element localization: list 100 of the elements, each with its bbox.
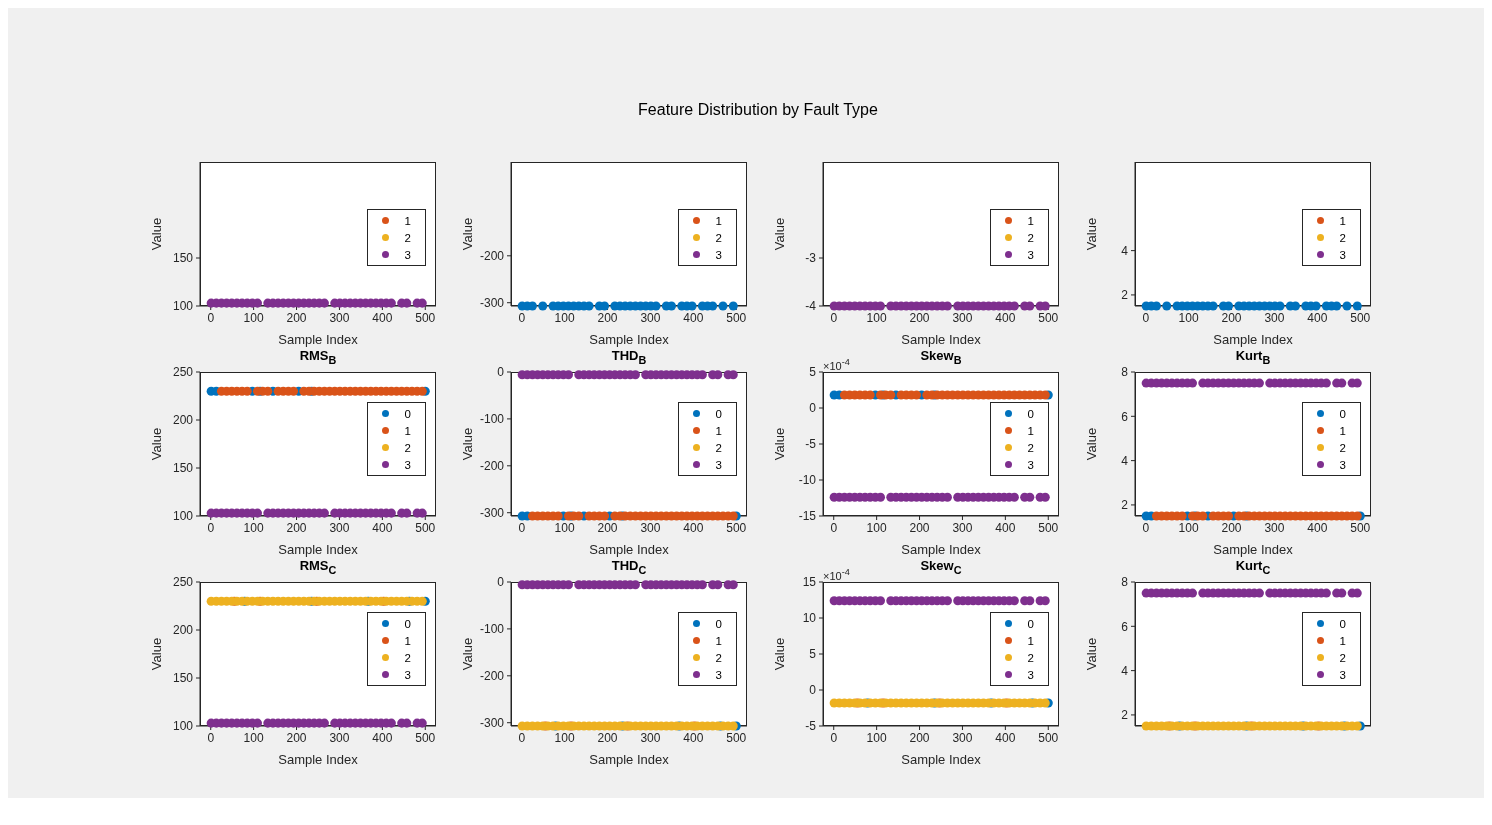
legend-label: 1	[715, 425, 722, 437]
legend-label: 3	[1027, 459, 1034, 471]
x-tick-label: 400	[683, 310, 704, 325]
y-tick-label: 2	[1121, 288, 1129, 303]
x-tick-label: 200	[1221, 310, 1242, 325]
x-tick-label: 0	[830, 730, 838, 745]
x-axis-title: Sample Index	[589, 332, 670, 347]
y-tick-label: -200	[479, 459, 505, 474]
x-tick-label: 400	[995, 310, 1016, 325]
x-tick-label: 100	[1178, 310, 1199, 325]
x-tick-label: 500	[1350, 520, 1371, 535]
x-axis-title: Sample Index	[278, 332, 359, 347]
y-axis-title: Value	[1083, 637, 1099, 671]
x-tick-label: 100	[554, 520, 575, 535]
y-tick-label: 10	[802, 611, 817, 626]
chart-title: Skew$_{B}$	[920, 348, 962, 366]
x-tick-label: 0	[207, 310, 215, 325]
y-tick-label: 250	[172, 575, 194, 590]
x-tick-label: 300	[329, 310, 350, 325]
x-tick-label: 0	[518, 310, 526, 325]
legend-label: 3	[1027, 669, 1034, 681]
y-tick-label: -5	[805, 719, 817, 734]
legend-label: 1	[1339, 215, 1346, 227]
y-tick-label: 6	[1121, 619, 1129, 634]
y-tick-label: 150	[172, 671, 194, 686]
x-axis-title: Sample Index	[278, 752, 359, 767]
y-tick-label: -200	[479, 249, 505, 264]
y-tick-label: 100	[172, 509, 194, 524]
x-tick-label: 500	[415, 520, 436, 535]
x-tick-label: 300	[640, 520, 661, 535]
x-axis-title: Sample Index	[901, 542, 982, 557]
x-tick-label: 300	[640, 310, 661, 325]
x-tick-label: 0	[518, 730, 526, 745]
x-tick-label: 0	[830, 310, 838, 325]
legend-label: 2	[404, 652, 411, 664]
y-axis-title: Value	[459, 427, 475, 461]
x-tick-label: 400	[372, 520, 393, 535]
x-axis-title: Sample Index	[589, 542, 670, 557]
x-tick-label: 100	[866, 310, 887, 325]
legend-label: 0	[715, 408, 722, 420]
x-tick-label: 500	[726, 520, 747, 535]
legend-label: 0	[404, 408, 411, 420]
x-tick-label: 200	[597, 520, 618, 535]
legend-label: 3	[715, 249, 722, 261]
y-tick-label: 250	[172, 365, 194, 380]
y-axis-title: Value	[1083, 427, 1099, 461]
x-tick-label: 100	[1178, 520, 1199, 535]
x-tick-label: 100	[243, 730, 264, 745]
legend-label: 3	[404, 459, 411, 471]
chart-title: RMS$_{B}$	[298, 348, 338, 368]
y-tick-label: 150	[172, 461, 194, 476]
legend-label: 2	[1339, 652, 1346, 664]
text: Feature Distribution by Fault Type	[638, 101, 878, 118]
x-tick-label: 300	[640, 730, 661, 745]
y-axis-title: Value	[459, 217, 475, 251]
y-tick-label: -100	[479, 622, 505, 637]
legend-label: 3	[715, 459, 722, 471]
legend-label: 2	[715, 652, 722, 664]
y-tick-label: -200	[479, 669, 505, 684]
x-tick-label: 0	[1142, 520, 1150, 535]
x-tick-label: 300	[329, 520, 350, 535]
x-axis-title: Sample Index	[589, 752, 670, 767]
y-axis-title: Value	[459, 637, 475, 671]
x-tick-label: 400	[995, 520, 1016, 535]
legend-label: 1	[1339, 635, 1346, 647]
y-tick-label: 5	[809, 647, 817, 662]
y-tick-label: -3	[805, 251, 817, 266]
x-tick-label: 0	[207, 730, 215, 745]
y-axis-title: Value	[148, 427, 164, 461]
x-tick-label: 500	[1038, 310, 1059, 325]
x-axis-title: Sample Index	[901, 332, 982, 347]
legend-label: 0	[1027, 408, 1034, 420]
y-tick-label: 2	[1121, 498, 1129, 513]
legend-label: 1	[1027, 425, 1034, 437]
x-tick-label: 500	[1038, 730, 1059, 745]
y-axis-title: Value	[771, 427, 787, 461]
y-tick-label: 4	[1121, 453, 1129, 468]
x-tick-label: 400	[1307, 310, 1328, 325]
x-tick-label: 300	[329, 730, 350, 745]
x-tick-label: 300	[952, 310, 973, 325]
y-tick-label: 2	[1121, 708, 1129, 723]
text: ×10$^{-4}$	[823, 566, 850, 583]
y-tick-label: 200	[172, 413, 194, 428]
x-tick-label: 500	[726, 310, 747, 325]
legend-label: 2	[1339, 232, 1346, 244]
x-tick-label: 400	[372, 730, 393, 745]
y-tick-label: -300	[479, 505, 505, 520]
legend-label: 2	[715, 232, 722, 244]
y-axis-title: Value	[1083, 217, 1099, 251]
chart-title: RMS$_{C}$	[298, 558, 338, 578]
x-tick-label: 300	[952, 730, 973, 745]
chart-title: THD$_{B}$	[610, 348, 648, 368]
y-axis-title: Value	[148, 217, 164, 251]
x-tick-label: 200	[909, 520, 930, 535]
chart-title: Skew$_{C}$	[920, 558, 962, 576]
x-tick-label: 400	[995, 730, 1016, 745]
x-tick-label: 200	[597, 310, 618, 325]
y-tick-label: 6	[1121, 409, 1129, 424]
x-tick-label: 400	[1307, 520, 1328, 535]
legend-label: 2	[404, 442, 411, 454]
